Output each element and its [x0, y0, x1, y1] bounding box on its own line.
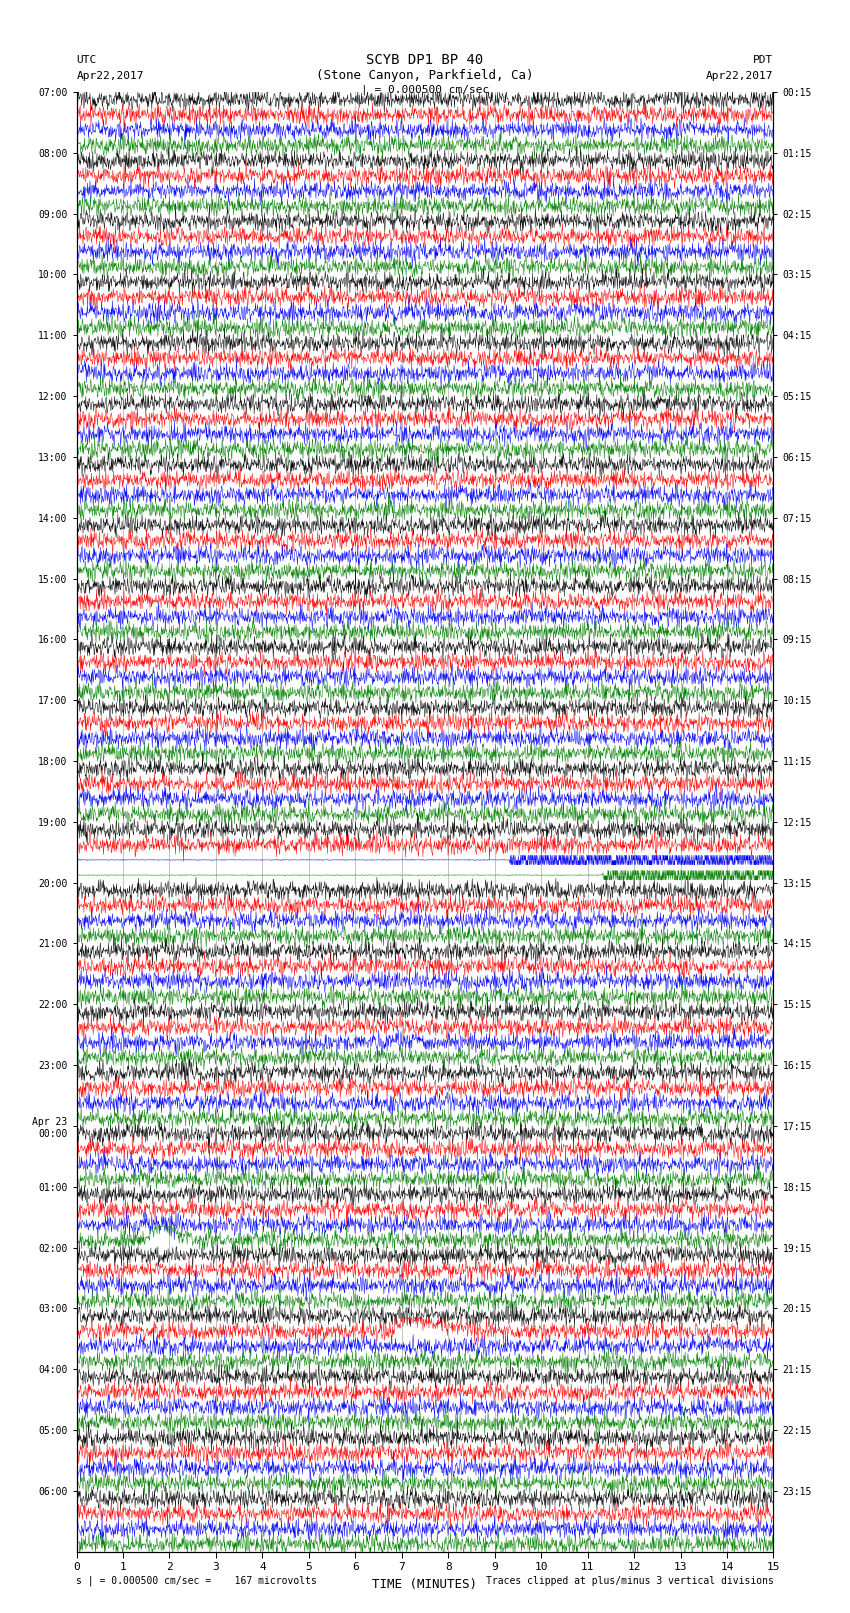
Text: Apr22,2017: Apr22,2017 — [706, 71, 774, 81]
Text: s | = 0.000500 cm/sec =    167 microvolts: s | = 0.000500 cm/sec = 167 microvolts — [76, 1576, 317, 1586]
Text: PDT: PDT — [753, 55, 774, 66]
Text: Apr22,2017: Apr22,2017 — [76, 71, 144, 81]
X-axis label: TIME (MINUTES): TIME (MINUTES) — [372, 1578, 478, 1590]
Text: SCYB DP1 BP 40: SCYB DP1 BP 40 — [366, 53, 484, 68]
Text: Traces clipped at plus/minus 3 vertical divisions: Traces clipped at plus/minus 3 vertical … — [485, 1576, 774, 1586]
Text: UTC: UTC — [76, 55, 97, 66]
Text: | = 0.000500 cm/sec: | = 0.000500 cm/sec — [361, 84, 489, 95]
Text: (Stone Canyon, Parkfield, Ca): (Stone Canyon, Parkfield, Ca) — [316, 69, 534, 82]
